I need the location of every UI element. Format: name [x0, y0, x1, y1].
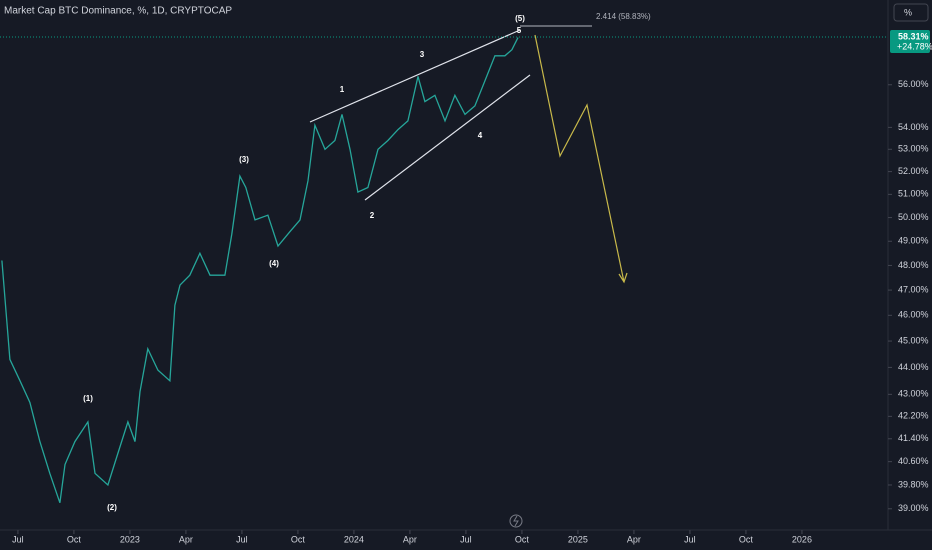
wave-label: 3	[420, 50, 425, 59]
x-tick-label: Apr	[403, 534, 417, 544]
x-tick-label: 2026	[792, 534, 812, 544]
wave-label: 5	[517, 26, 522, 35]
wedge-upper	[309, 29, 521, 123]
y-tick-label: 49.00%	[898, 236, 929, 246]
y-tick-label: 48.00%	[898, 260, 929, 270]
y-tick-label: 52.00%	[898, 166, 929, 176]
chart-title: Market Cap BTC Dominance, %, 1D, CRYPTOC…	[4, 6, 232, 17]
wave-label: 2	[370, 211, 375, 220]
wave-label: (5)	[515, 14, 525, 23]
x-tick-label: 2023	[120, 534, 140, 544]
wave-label: 4	[478, 131, 483, 140]
event-icon	[509, 514, 523, 528]
price-line	[1, 37, 519, 504]
x-tick-label: 2024	[344, 534, 364, 544]
x-tick-label: Jul	[460, 534, 472, 544]
x-tick-label: Oct	[515, 534, 530, 544]
y-tick-label: 51.00%	[898, 189, 929, 199]
x-tick-label: Jul	[684, 534, 696, 544]
scale-button-label[interactable]: %	[904, 7, 912, 17]
y-tick-label: 50.00%	[898, 212, 929, 222]
x-tick-label: Oct	[291, 534, 306, 544]
y-tick-label: 53.00%	[898, 144, 929, 154]
y-tick-label: 39.00%	[898, 503, 929, 513]
y-tick-label: 54.00%	[898, 122, 929, 132]
y-tick-label: 44.00%	[898, 362, 929, 372]
x-tick-label: Jul	[12, 534, 24, 544]
x-tick-label: 2025	[568, 534, 588, 544]
wave-label: (1)	[83, 394, 93, 403]
y-tick-label: 40.60%	[898, 456, 929, 466]
y-tick-label: 41.40%	[898, 433, 929, 443]
projection-arrow	[618, 272, 628, 284]
wedge-lower	[364, 74, 531, 201]
y-tick-label: 42.20%	[898, 411, 929, 421]
x-tick-label: Jul	[236, 534, 248, 544]
x-tick-label: Oct	[739, 534, 754, 544]
y-tick-label: 39.80%	[898, 479, 929, 489]
x-tick-label: Apr	[179, 534, 193, 544]
last-price: 58.31%	[898, 31, 929, 41]
plot-area	[1, 37, 519, 504]
wave-label: (3)	[239, 155, 249, 164]
change-label: +24.78%	[897, 41, 932, 51]
wave-label: (4)	[269, 259, 279, 268]
x-tick-label: Apr	[627, 534, 641, 544]
y-tick-label: 46.00%	[898, 310, 929, 320]
y-tick-label: 56.00%	[898, 79, 929, 89]
wave-label: 1	[340, 85, 345, 94]
y-tick-label: 45.00%	[898, 335, 929, 345]
y-tick-label: 43.00%	[898, 389, 929, 399]
wave-label: (2)	[107, 503, 117, 512]
fib-label: 2.414 (58.83%)	[596, 12, 651, 21]
event-icon-bolt	[513, 515, 519, 527]
scale-button[interactable]	[893, 3, 929, 22]
last-price-box	[890, 30, 930, 53]
y-tick-label: 47.00%	[898, 284, 929, 294]
projection	[534, 34, 625, 283]
x-tick-label: Oct	[67, 534, 82, 544]
